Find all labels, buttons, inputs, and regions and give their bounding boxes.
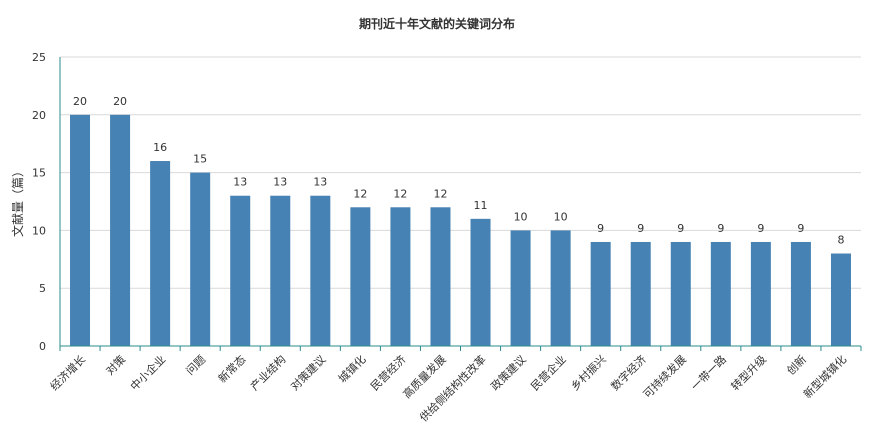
x-tick-label: 民营经济: [368, 352, 409, 393]
x-tick-label: 可持续发展: [640, 352, 689, 401]
x-tick-label: 数字经济: [608, 352, 649, 393]
x-tick-label: 供给侧结构性改革: [417, 352, 489, 424]
x-tick-label: 产业结构: [247, 352, 288, 393]
bar: [230, 195, 251, 346]
bar: [750, 241, 771, 346]
bar: [110, 114, 131, 346]
data-label: 13: [233, 176, 247, 189]
bar: [430, 207, 451, 346]
y-tick-label: 5: [39, 282, 46, 295]
data-label: 10: [554, 210, 568, 223]
chart-title: 期刊近十年文献的关键词分布: [359, 16, 515, 31]
bar: [350, 207, 371, 346]
x-tick-label: 政策建议: [488, 352, 529, 393]
data-label: 9: [797, 222, 804, 235]
data-label: 20: [113, 95, 127, 108]
data-label: 8: [837, 234, 844, 247]
x-tick-label: 转型升级: [728, 352, 769, 393]
data-label: 20: [73, 95, 87, 108]
gridlines: [60, 56, 861, 289]
data-label: 12: [353, 187, 367, 200]
bar: [190, 172, 211, 346]
axes: 0 5 10 15 20 25: [32, 51, 862, 353]
data-label: 9: [717, 222, 724, 235]
y-tick-label: 25: [32, 51, 46, 64]
data-label: 12: [393, 187, 407, 200]
data-label: 9: [597, 222, 604, 235]
x-tick-label: 问题: [184, 353, 209, 378]
y-tick-label: 10: [32, 224, 46, 237]
y-tick-label: 0: [39, 340, 46, 353]
bar: [510, 230, 531, 346]
x-tick-label: 对策: [103, 352, 128, 377]
data-label: 9: [677, 222, 684, 235]
bar: [550, 230, 571, 346]
x-tick-label: 经济增长: [47, 352, 88, 393]
bar: [470, 218, 491, 346]
data-label: 10: [514, 210, 528, 223]
x-tick-label: 乡村振兴: [568, 352, 609, 393]
x-tick-label: 民营企业: [528, 352, 569, 393]
bar: [70, 114, 91, 346]
data-label: 12: [433, 187, 447, 200]
x-tick-label: 一带一路: [689, 353, 729, 393]
data-label: 13: [273, 176, 287, 189]
bar: [310, 195, 331, 346]
data-label: 9: [637, 222, 644, 235]
bars: [70, 114, 851, 346]
bar: [630, 241, 651, 346]
y-tick-label: 20: [32, 109, 46, 122]
bar: [830, 253, 851, 346]
y-axis-label: 文献量（篇）: [10, 165, 25, 237]
data-label: 15: [193, 153, 207, 166]
category-labels: 经济增长 对策 中小企业 问题 新常态 产业结构 对策建议 城镇化 民营经济高质量发展供给侧结构…: [47, 352, 849, 424]
x-tick-label: 中小企业: [127, 352, 168, 393]
bar: [790, 241, 811, 346]
y-tick-label: 15: [32, 167, 46, 180]
data-label: 9: [757, 222, 764, 235]
data-label: 16: [153, 141, 167, 154]
bar: [150, 161, 171, 346]
x-tick-label: 对策建议: [287, 352, 328, 393]
bar: [390, 207, 411, 346]
data-labels: 20 20 16 15 13 13 13 12 12 12 11 10 10 9 9 9 9 9 9 8: [73, 95, 844, 247]
bar: [270, 195, 291, 346]
bar: [670, 241, 691, 346]
bar: [590, 241, 611, 346]
bar: [710, 241, 731, 346]
x-tick-label: 城镇化: [335, 352, 368, 385]
x-tick-label: 新型城镇化: [800, 352, 849, 401]
x-tick-label: 创新: [784, 352, 809, 377]
data-label: 13: [313, 176, 327, 189]
data-label: 11: [474, 199, 488, 212]
x-tick-label: 新常态: [215, 352, 248, 385]
